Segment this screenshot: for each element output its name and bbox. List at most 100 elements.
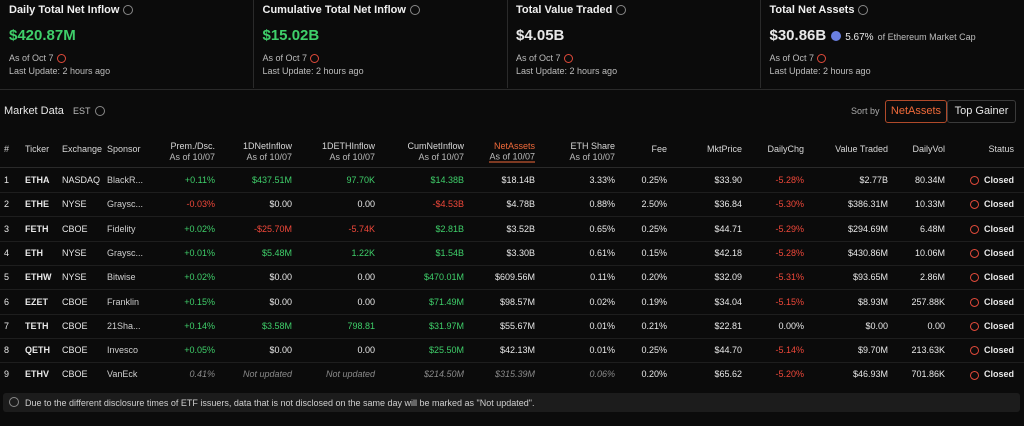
table-cell: $44.71 — [714, 223, 742, 234]
sort-button[interactable]: Top Gainer — [947, 100, 1016, 123]
card-title-text: Cumulative Total Net Inflow — [262, 4, 406, 16]
status: Closed — [969, 223, 1014, 234]
table-cell: 798.81 — [347, 320, 375, 331]
row-divider — [0, 362, 1024, 364]
table-cell: $294.69M — [847, 223, 888, 234]
info-icon — [94, 106, 105, 117]
column-subheader: As of 10/07 — [246, 152, 292, 162]
table-cell: EZET — [25, 296, 49, 307]
table-cell: NYSE — [62, 199, 87, 210]
column-header: ETH Share — [570, 141, 615, 151]
status-text: Closed — [983, 272, 1014, 283]
table-cell: Not updated — [242, 369, 292, 380]
market-header: Market Data EST — [4, 105, 105, 117]
table-cell: Fidelity — [107, 223, 136, 234]
status-text: Closed — [983, 174, 1014, 185]
clock-icon — [969, 346, 979, 356]
table-cell: $25.50M — [428, 345, 464, 356]
card-value: $4.05B — [516, 27, 565, 44]
table-cell: 0.01% — [589, 345, 615, 356]
card-title: Total Net Assets — [770, 4, 869, 16]
table-cell: $3.30B — [506, 247, 535, 258]
table-cell: 6 — [4, 296, 10, 307]
sort-button[interactable]: NetAssets — [885, 100, 947, 123]
column-subheader: As of 10/07 — [169, 152, 215, 162]
table-cell: $36.84 — [714, 199, 742, 210]
clock-icon — [56, 54, 66, 64]
card-value-row: $15.02B — [263, 27, 320, 45]
table-cell: CBOE — [62, 320, 88, 331]
status: Closed — [969, 321, 1014, 331]
table-cell: FETH — [25, 223, 49, 234]
status: Closed — [969, 296, 1014, 307]
table-cell: 5 — [4, 272, 10, 283]
table-cell: 3 — [4, 223, 10, 234]
table-cell: $42.13M — [499, 345, 535, 356]
column-subheader: As of 10/07 — [489, 151, 535, 163]
summary-card: Total Value Traded $4.05B As of Oct 7 Last … — [507, 0, 761, 88]
column-header: DailyVol — [912, 144, 945, 154]
clock-icon — [969, 273, 979, 283]
table-cell: $55.67M — [499, 320, 535, 331]
card-value: $15.02B — [262, 27, 320, 44]
share: 5.67% — [845, 32, 874, 43]
table-cell: $22.81 — [714, 320, 742, 331]
card-title-text: Daily Total Net Inflow — [9, 4, 120, 16]
row-divider — [0, 216, 1024, 218]
table-cell: 21Sha... — [107, 320, 141, 331]
table-cell: NASDAQ — [62, 175, 101, 185]
table-cell: NYSE — [62, 272, 87, 283]
card-value-row: $420.87M — [9, 27, 76, 45]
table-cell: BlackR... — [107, 175, 144, 185]
clock-icon — [969, 321, 979, 331]
table-cell: 701.86K — [911, 369, 945, 380]
table-cell: $98.57M — [499, 296, 535, 307]
clock-icon — [969, 248, 979, 258]
status-text: Closed — [983, 369, 1014, 380]
table-cell: 0.25% — [641, 223, 667, 234]
column-header: NetAssets — [493, 141, 535, 151]
table-cell: $3.52B — [506, 223, 535, 234]
table-cell: $3.58M — [261, 320, 292, 331]
table-cell: $4.78B — [506, 199, 535, 210]
clock-icon — [969, 297, 979, 307]
info-icon — [858, 5, 869, 16]
table-cell: $430.86M — [847, 247, 888, 258]
note: Due to the different disclosure times of… — [25, 398, 535, 408]
card-value-row: $4.05B — [516, 27, 564, 45]
table-cell: 0.25% — [641, 175, 667, 185]
table-cell: Not updated — [325, 369, 375, 380]
table-cell: 3.33% — [589, 175, 615, 185]
as-of: As of Oct 7 — [516, 53, 573, 64]
column-header: 1DNetInflow — [242, 141, 292, 151]
table-cell: -0.03% — [186, 199, 215, 210]
row-divider — [0, 192, 1024, 193]
status-text: Closed — [983, 223, 1014, 234]
table-cell: Invesco — [107, 345, 139, 356]
card-value: $420.87M — [9, 27, 76, 44]
table-cell: $0.00 — [865, 320, 888, 331]
clock-icon — [969, 224, 979, 234]
table-cell: 0.65% — [589, 223, 615, 234]
table-cell: $0.00 — [269, 345, 292, 356]
as-of-text: As of Oct 7 — [516, 53, 561, 63]
table-cell: $386.31M — [847, 199, 888, 210]
table-cell: 0.25% — [641, 345, 667, 356]
table-cell: +0.15% — [184, 296, 215, 307]
table-cell: 0.88% — [589, 199, 615, 210]
last-update: Last Update: 2 hours ago — [516, 66, 618, 76]
table-cell: 2.50% — [641, 199, 667, 210]
column-header: 1DETHInflow — [321, 141, 375, 151]
table-cell: CBOE — [62, 296, 88, 307]
table-cell: 4 — [4, 247, 10, 258]
table-cell: +0.11% — [184, 175, 215, 185]
table-cell: 0.00 — [357, 296, 375, 307]
table-cell: $437.51M — [251, 175, 292, 185]
card-title: Total Value Traded — [516, 4, 627, 16]
table-cell: 0.00 — [357, 345, 375, 356]
table-cell: -$4.53B — [432, 199, 464, 210]
status: Closed — [969, 345, 1014, 356]
note-box: Due to the different disclosure times of… — [3, 393, 1020, 412]
table-cell: -5.30% — [775, 199, 804, 210]
